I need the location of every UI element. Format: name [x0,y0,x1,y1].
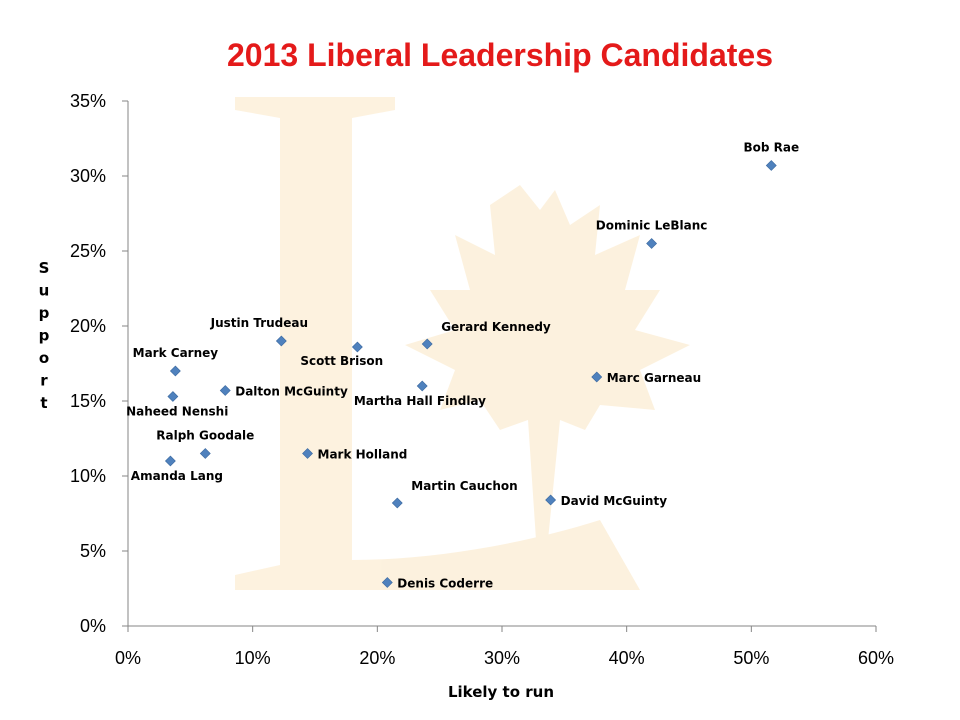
maple-leaf-shape [405,185,690,540]
y-axis-title-letter: p [39,327,50,345]
data-point-label: Marc Garneau [607,371,701,385]
data-point-marker [164,455,176,467]
letter-l-shape [235,97,640,590]
y-axis-title-letter: o [39,349,49,367]
data-point-label: Justin Trudeau [210,316,308,330]
y-tick-label: 20% [70,316,106,336]
y-tick-label: 5% [80,541,106,561]
data-point-marker [416,380,428,392]
x-tick-label: 60% [858,648,894,668]
data-point-label: Martha Hall Findlay [354,394,486,408]
x-axis-title: Likely to run [448,683,554,701]
data-point-label: Amanda Lang [131,469,223,483]
data-point-label: David McGuinty [561,494,668,508]
y-axis-title-letter: t [40,394,47,412]
y-tick-label: 10% [70,466,106,486]
x-tick-label: 40% [609,648,645,668]
data-point-marker [351,341,363,353]
data-point-marker [381,577,393,588]
data-point-marker [302,448,313,459]
data-point-marker [421,338,433,350]
data-point-label: Gerard Kennedy [441,320,551,334]
data-point-label: Mark Carney [133,346,219,360]
data-point-marker [646,238,658,249]
y-tick-label: 30% [70,166,106,186]
data-point-marker [391,497,403,509]
y-tick-label: 15% [70,391,106,411]
y-tick-label: 25% [70,241,106,261]
data-point-label: Dalton McGuinty [235,385,348,399]
plot-area: 0% 5% 10% 15% 20% 25% 30% 35% 0% 10% 20% 30% 40% 50% 6… [70,91,894,668]
x-tick-label: 0% [115,648,141,668]
data-point-label: Denis Coderre [397,577,493,591]
y-axis-title-letter: p [39,304,50,322]
data-point-label: Martin Cauchon [411,479,517,493]
data-point-marker [591,371,603,383]
data-point-marker [765,160,777,171]
data-point-marker [169,365,181,377]
data-point-label: Ralph Goodale [156,429,254,443]
data-point-label: Mark Holland [318,448,408,462]
x-tick-label: 20% [359,648,395,668]
data-point-marker [219,385,231,396]
x-tick-label: 50% [733,648,769,668]
chart-title: 2013 Liberal Leadership Candidates [227,37,773,73]
liberal-logo-watermark [235,97,690,590]
data-point-label: Dominic LeBlanc [596,219,708,233]
y-axis-title-letter: S [39,259,50,277]
data-point-marker [275,335,287,347]
y-axis-title-letter: r [40,372,48,390]
y-tick-label: 0% [80,616,106,636]
data-point-label: Scott Brison [300,354,383,368]
y-tick-label: 35% [70,91,106,111]
y-axis-title-letter: u [39,282,50,300]
data-point-marker [199,448,211,459]
x-tick-label: 10% [235,648,271,668]
data-point-marker [167,391,179,402]
data-point-marker [545,494,557,506]
x-tick-label: 30% [484,648,520,668]
data-point-label: Naheed Nenshi [126,405,228,419]
data-point-label: Bob Rae [743,141,799,155]
